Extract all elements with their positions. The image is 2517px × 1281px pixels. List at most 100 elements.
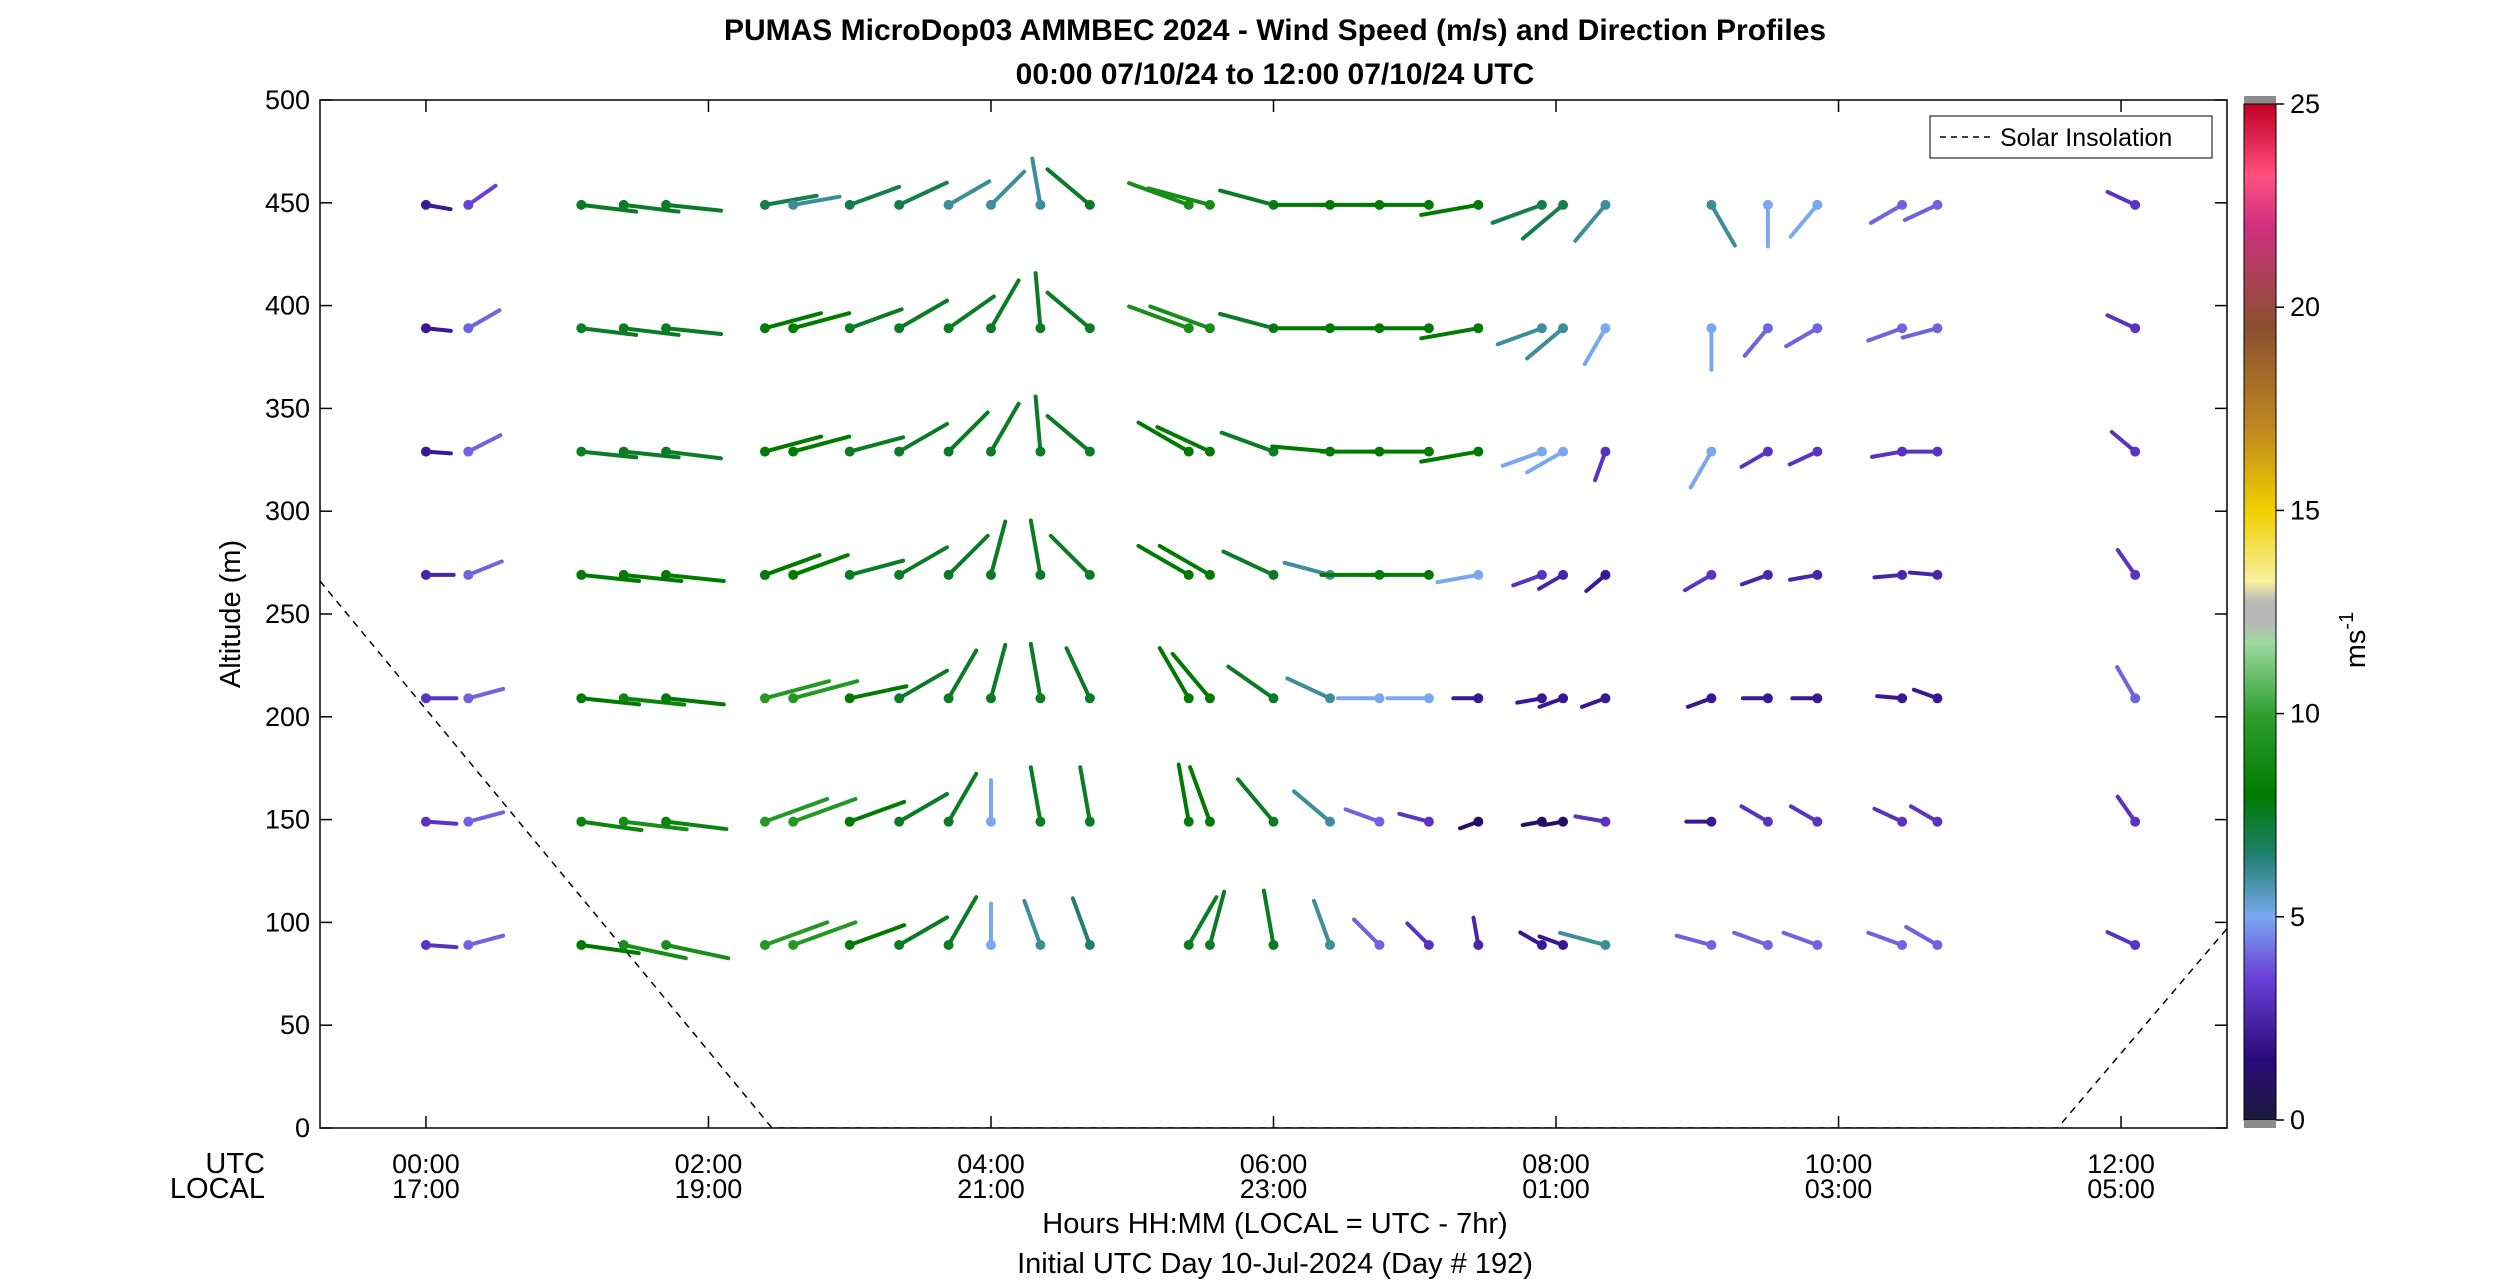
wind-barb-line [847, 684, 909, 701]
wind-barb-point [1204, 569, 1215, 580]
wind-barb-line [847, 923, 907, 948]
x-tick-label-local: 05:00 [2087, 1174, 2155, 1204]
wind-barb-line [847, 435, 906, 454]
wind-barb-line [664, 202, 724, 213]
wind-barb-line [1064, 646, 1092, 701]
wind-barb-point [1204, 199, 1215, 210]
wind-barb-point [2130, 199, 2141, 210]
wind-barb-point [463, 446, 474, 457]
wind-barb-point [2130, 323, 2141, 334]
wind-barb-point [1423, 199, 1434, 210]
wind-barb-point [1812, 199, 1823, 210]
wind-barb-point [788, 323, 799, 334]
wind-barb-line [1070, 896, 1092, 948]
y-axis-label: Altitude (m) [215, 540, 247, 688]
wind-barb-line [466, 933, 506, 948]
wind-barb-point [1536, 693, 1547, 704]
wind-barb-line [579, 202, 639, 214]
wind-barb-point [1423, 940, 1434, 951]
wind-barb-point [1558, 816, 1569, 827]
wind-barb-point [1183, 569, 1194, 580]
wind-barb-line [791, 311, 852, 331]
wind-barb-line [466, 183, 498, 207]
x-tick-label-utc: 10:00 [1805, 1149, 1873, 1179]
wind-barb-point [1204, 446, 1215, 457]
wind-barb-line [1282, 560, 1333, 577]
wind-barb-line [1870, 449, 1905, 459]
wind-barb-line [1045, 167, 1092, 207]
wind-barb-line [1788, 202, 1820, 239]
wind-barb-line [946, 294, 996, 331]
y-axis: 0 50 100 150 200 250 300 350 400 450 500 [265, 85, 2227, 1143]
wind-barb-point [1423, 693, 1434, 704]
chart-title: PUMAS MicroDop03 AMMBEC 2024 - Wind Spee… [724, 14, 1826, 47]
wind-barb-point [1204, 323, 1215, 334]
wind-barb-point [894, 199, 905, 210]
wind-barb-point [1558, 569, 1569, 580]
wind-barb-point [1035, 446, 1046, 457]
wind-barb-point [1084, 323, 1095, 334]
wind-barb-line [1739, 804, 1770, 824]
wind-barb-point [576, 323, 587, 334]
wind-barb-point [1897, 323, 1908, 334]
wind-barb-point [463, 569, 474, 580]
wind-barb-point [618, 693, 629, 704]
wind-barb-line [1688, 449, 1714, 490]
wind-barb-line [1739, 449, 1770, 469]
wind-barb-line [2105, 313, 2138, 331]
wind-barb-line [1157, 646, 1191, 701]
wind-barb-line [897, 180, 949, 207]
wind-barb-line [988, 519, 1008, 577]
solar-insolation-line [320, 580, 2227, 1128]
wind-barb-point [1600, 323, 1611, 334]
wind-barb-point [576, 816, 587, 827]
wind-barb-point [1932, 569, 1943, 580]
wind-barb-point [1600, 199, 1611, 210]
wind-barb-point [985, 323, 996, 334]
wind-barb-line [1558, 930, 1608, 948]
wind-barb-line [664, 572, 726, 583]
wind-barb-line [897, 298, 950, 331]
wind-barb-line [466, 559, 504, 577]
wind-barb-point [661, 446, 672, 457]
wind-barb-point [1268, 940, 1279, 951]
wind-barb-point [576, 199, 587, 210]
wind-barb-line [466, 810, 506, 824]
wind-barb-line [897, 545, 950, 577]
wind-barb-line [1235, 777, 1276, 824]
wind-barb-point [1762, 569, 1773, 580]
wind-barb-point [1812, 323, 1823, 334]
wind-barb-line [1397, 811, 1431, 824]
wind-barb-point [1423, 446, 1434, 457]
wind-barb-line [664, 943, 731, 961]
wind-barb-line [1709, 202, 1737, 248]
wind-barb-line [579, 326, 639, 337]
wind-barb-line [1188, 765, 1212, 824]
wind-barb-point [420, 940, 431, 951]
wind-barb-point [661, 693, 672, 704]
wind-barb-point [1268, 446, 1279, 457]
wind-barb-point [759, 446, 770, 457]
wind-barb-point [1183, 323, 1194, 334]
wind-barb-point [1558, 940, 1569, 951]
wind-barb-line [1490, 202, 1544, 225]
colorbar-top-cap [2244, 96, 2276, 104]
wind-barb-line [1155, 425, 1212, 454]
wind-barb-line [1207, 889, 1227, 948]
wind-barb-point [985, 693, 996, 704]
wind-barb-line [791, 194, 842, 207]
wind-barb-point [1812, 446, 1823, 457]
wind-barb-point [661, 199, 672, 210]
wind-barb-point [576, 446, 587, 457]
wind-barb-point [844, 446, 855, 457]
wind-barb-point [2130, 940, 2141, 951]
wind-barb-point [576, 569, 587, 580]
wind-barb-line [1226, 664, 1276, 701]
wind-barb-line [791, 679, 860, 701]
wind-barb-point [943, 693, 954, 704]
wind-barb-point [661, 569, 672, 580]
wind-barb-point [1473, 693, 1484, 704]
wind-barb-point [1762, 199, 1773, 210]
x-tick-label-local: 17:00 [392, 1174, 460, 1204]
wind-barb-point [759, 816, 770, 827]
